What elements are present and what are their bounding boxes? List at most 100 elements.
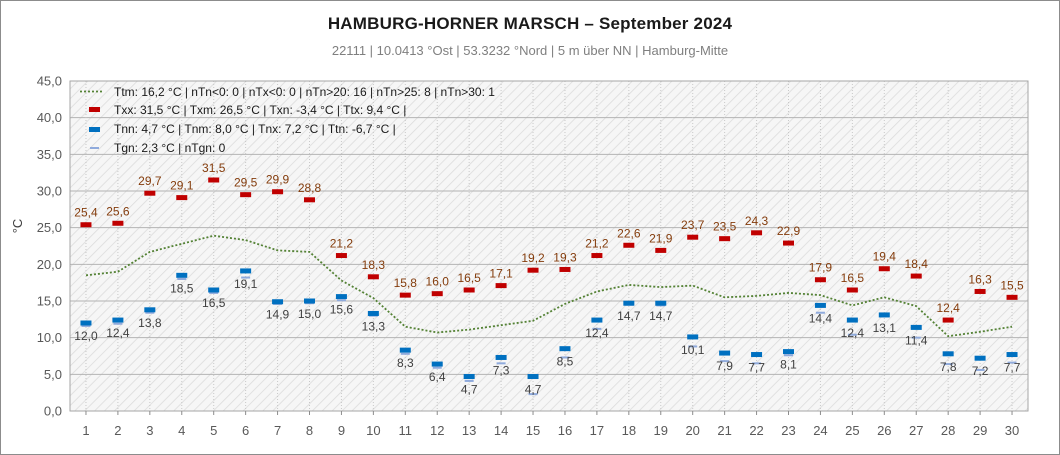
- min-marker: [272, 299, 284, 305]
- min-marker: [846, 317, 858, 323]
- min-data-label: 7,8: [940, 360, 957, 374]
- x-tick-label: 9: [338, 423, 345, 438]
- max-marker: [910, 273, 922, 279]
- legend: Ttm: 16,2 °C | nTn<0: 0 | nTx<0: 0 | nTn…: [80, 85, 495, 155]
- max-data-label: 18,4: [905, 257, 929, 271]
- y-tick-label: 30,0: [37, 184, 62, 199]
- min-data-label: 12,4: [841, 326, 865, 340]
- max-data-label: 21,2: [330, 237, 354, 251]
- chart-title: HAMBURG-HORNER MARSCH – September 2024: [327, 14, 733, 33]
- ground-marker: [592, 327, 602, 330]
- max-data-label: 31,5: [202, 161, 226, 175]
- min-marker: [878, 312, 890, 318]
- min-data-label: 6,4: [429, 370, 446, 384]
- x-tick-label: 29: [973, 423, 987, 438]
- ground-marker: [1007, 361, 1017, 364]
- max-marker: [463, 287, 475, 293]
- max-data-label: 15,8: [394, 276, 418, 290]
- legend-min-text: Tnn: 4,7 °C | Tnm: 8,0 °C | Tnx: 7,2 °C …: [114, 122, 396, 136]
- x-tick-label: 4: [178, 423, 185, 438]
- min-data-label: 14,4: [809, 311, 833, 325]
- y-tick-label: 40,0: [37, 110, 62, 125]
- x-tick-label: 14: [494, 423, 508, 438]
- min-data-label: 12,0: [74, 329, 98, 343]
- max-data-label: 12,4: [936, 301, 960, 315]
- min-marker: [431, 361, 443, 367]
- legend-min-marker: [89, 127, 100, 132]
- x-tick-label: 8: [306, 423, 313, 438]
- y-tick-label: 25,0: [37, 220, 62, 235]
- max-marker: [687, 234, 699, 240]
- max-marker: [208, 177, 220, 183]
- max-marker: [335, 253, 347, 259]
- ground-marker: [496, 362, 506, 365]
- max-data-label: 28,8: [298, 181, 322, 195]
- max-marker: [112, 220, 124, 226]
- max-data-label: 29,1: [170, 179, 194, 193]
- max-data-label: 24,3: [745, 214, 769, 228]
- max-data-label: 16,5: [841, 271, 865, 285]
- max-data-label: 16,3: [968, 272, 992, 286]
- y-tick-label: 15,0: [37, 294, 62, 309]
- min-marker: [112, 317, 124, 323]
- x-tick-label: 17: [590, 423, 604, 438]
- max-marker: [751, 230, 763, 236]
- ground-marker: [241, 276, 251, 279]
- min-marker: [687, 334, 699, 340]
- min-marker: [623, 300, 635, 306]
- x-tick-label: 5: [210, 423, 217, 438]
- min-data-label: 4,7: [461, 383, 478, 397]
- grid: [69, 80, 1029, 412]
- x-tick-label: 21: [717, 423, 731, 438]
- min-data-label: 7,7: [748, 361, 765, 375]
- x-tick-label: 11: [399, 423, 413, 438]
- min-data-label: 4,7: [525, 383, 542, 397]
- min-marker: [144, 307, 156, 313]
- min-marker: [176, 272, 188, 278]
- x-tick-label: 20: [685, 423, 699, 438]
- max-marker: [974, 288, 986, 294]
- ground-marker: [688, 345, 698, 348]
- min-data-label: 8,3: [397, 356, 414, 370]
- y-axis-label: °C: [10, 219, 25, 234]
- plot-area: [70, 81, 1028, 411]
- min-marker: [719, 350, 731, 356]
- x-tick-label: 23: [781, 423, 795, 438]
- x-tick-label: 12: [430, 423, 444, 438]
- max-marker: [240, 192, 252, 198]
- x-axis: 1 2 3 4 5 6 7 8 9 10 11 12 13 14 15 16 17 18 19 20 21 22 23 24 2…: [82, 411, 1019, 438]
- ground-marker: [432, 366, 442, 369]
- min-marker: [463, 374, 475, 380]
- max-marker: [304, 197, 315, 203]
- max-marker: [783, 240, 794, 246]
- max-marker: [846, 287, 858, 293]
- max-marker: [814, 277, 826, 283]
- min-data-label: 7,2: [972, 364, 989, 378]
- max-marker: [367, 274, 379, 280]
- min-data-label: 7,9: [716, 359, 733, 373]
- min-marker: [1006, 352, 1018, 358]
- min-marker: [942, 351, 954, 357]
- max-marker: [591, 253, 603, 259]
- max-marker: [399, 292, 411, 298]
- max-data-label: 19,3: [553, 250, 577, 264]
- x-tick-label: 7: [274, 423, 281, 438]
- x-tick-label: 10: [366, 423, 380, 438]
- legend-max-marker: [89, 107, 100, 112]
- ground-marker: [784, 354, 793, 357]
- ground-marker: [209, 291, 219, 294]
- ground-marker: [560, 356, 570, 359]
- max-data-label: 17,9: [809, 261, 833, 275]
- min-marker: [527, 374, 539, 380]
- legend-max-text: Txx: 31,5 °C | Txm: 26,5 °C | Txn: -3,4 …: [114, 103, 406, 117]
- min-data-label: 12,4: [106, 326, 130, 340]
- legend-ground-text: Tgn: 2,3 °C | nTgn: 0: [114, 141, 226, 155]
- max-marker: [623, 242, 635, 248]
- x-tick-label: 25: [845, 423, 859, 438]
- ground-marker: [177, 278, 187, 280]
- max-marker: [719, 236, 731, 242]
- x-tick-label: 18: [622, 423, 636, 438]
- max-marker: [176, 195, 188, 201]
- min-data-label: 14,7: [617, 309, 641, 323]
- ground-marker: [464, 379, 474, 382]
